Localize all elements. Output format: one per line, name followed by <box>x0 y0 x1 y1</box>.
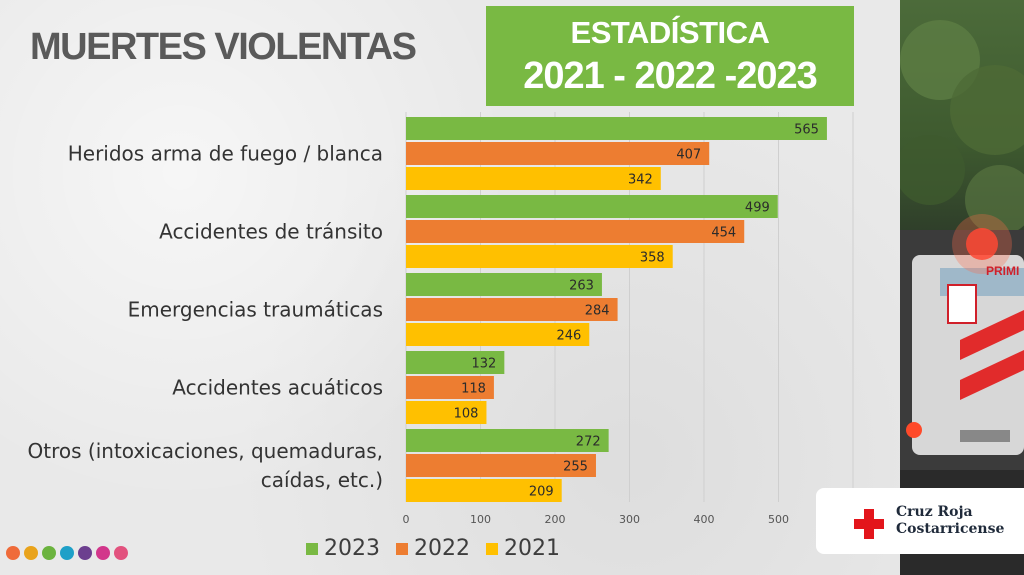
decorative-dot <box>24 546 38 560</box>
legend: 2023 2022 2021 <box>306 536 576 561</box>
decorative-dot <box>60 546 74 560</box>
decorative-dot <box>42 546 56 560</box>
bar-value-label: 255 <box>563 460 588 475</box>
bar <box>406 142 710 165</box>
bar <box>406 479 562 502</box>
stat-banner-label: ESTADÍSTICA <box>570 15 770 50</box>
x-tick-label: 500 <box>768 513 789 526</box>
bar-value-label: 358 <box>640 251 665 266</box>
org-logo: Cruz Roja Costarricense <box>816 488 1024 554</box>
bar-value-label: 108 <box>454 407 479 422</box>
category-label: Accidentes de tránsito <box>159 220 383 244</box>
bar-value-label: 342 <box>628 173 653 188</box>
legend-item: 2021 <box>486 536 560 561</box>
bar <box>406 429 609 452</box>
bar-value-label: 132 <box>472 357 497 372</box>
bar <box>406 298 618 321</box>
decorative-dot <box>6 546 20 560</box>
bar <box>406 454 596 477</box>
x-tick-label: 100 <box>470 513 491 526</box>
org-name-line2: Costarricense <box>896 521 1005 537</box>
bar <box>406 117 827 140</box>
bar-value-label: 118 <box>461 382 486 397</box>
bar-value-label: 272 <box>576 435 601 450</box>
legend-label: 2023 <box>324 536 380 561</box>
legend-label: 2021 <box>504 536 560 561</box>
bar-chart: 0 100 200 300 400 500 565 407 342 Heridos arma de… <box>28 112 854 526</box>
bar-value-label: 407 <box>676 148 701 163</box>
category-label: caídas, etc.) <box>261 468 383 492</box>
bar-value-label: 565 <box>794 123 819 138</box>
legend-item: 2023 <box>306 536 380 561</box>
bar-value-label: 499 <box>745 201 770 216</box>
category-label: Otros (intoxicaciones, quemaduras, <box>28 439 383 463</box>
bar-value-label: 454 <box>711 226 736 241</box>
legend-label: 2022 <box>414 536 470 561</box>
decorative-dot <box>78 546 92 560</box>
legend-swatch <box>306 542 318 555</box>
stat-banner-years: 2021 - 2022 -2023 <box>523 55 818 97</box>
x-tick-label: 0 <box>403 513 410 526</box>
bar-value-label: 263 <box>569 279 594 294</box>
bar <box>406 195 778 218</box>
bar-value-label: 209 <box>529 485 554 500</box>
x-tick-label: 200 <box>545 513 566 526</box>
page-title: MUERTES VIOLENTAS <box>30 26 417 68</box>
x-tick-label: 400 <box>694 513 715 526</box>
category-label: Emergencias traumáticas <box>128 298 383 322</box>
legend-item: 2022 <box>396 536 470 561</box>
bar-value-label: 284 <box>585 304 610 319</box>
decorative-dot <box>114 546 128 560</box>
bar <box>406 351 505 374</box>
bar <box>406 401 487 424</box>
org-name: Cruz Roja Costarricense <box>896 504 1004 538</box>
bar <box>406 273 602 296</box>
category-label: Heridos arma de fuego / blanca <box>68 142 383 166</box>
bar <box>406 167 661 190</box>
category-label: Accidentes acuáticos <box>172 376 383 400</box>
x-tick-label: 300 <box>619 513 640 526</box>
stat-banner: ESTADÍSTICA 2021 - 2022 -2023 <box>486 6 854 106</box>
bar <box>406 220 745 243</box>
bar <box>406 245 673 268</box>
legend-swatch <box>396 542 408 555</box>
legend-swatch <box>486 542 498 555</box>
decorative-dot <box>96 546 110 560</box>
bar-value-label: 246 <box>556 329 581 344</box>
color-dots <box>6 546 128 560</box>
bar <box>406 323 590 346</box>
svg-text:PRIMI: PRIMI <box>986 264 1019 278</box>
org-name-line1: Cruz Roja <box>896 504 973 520</box>
bar <box>406 376 494 399</box>
